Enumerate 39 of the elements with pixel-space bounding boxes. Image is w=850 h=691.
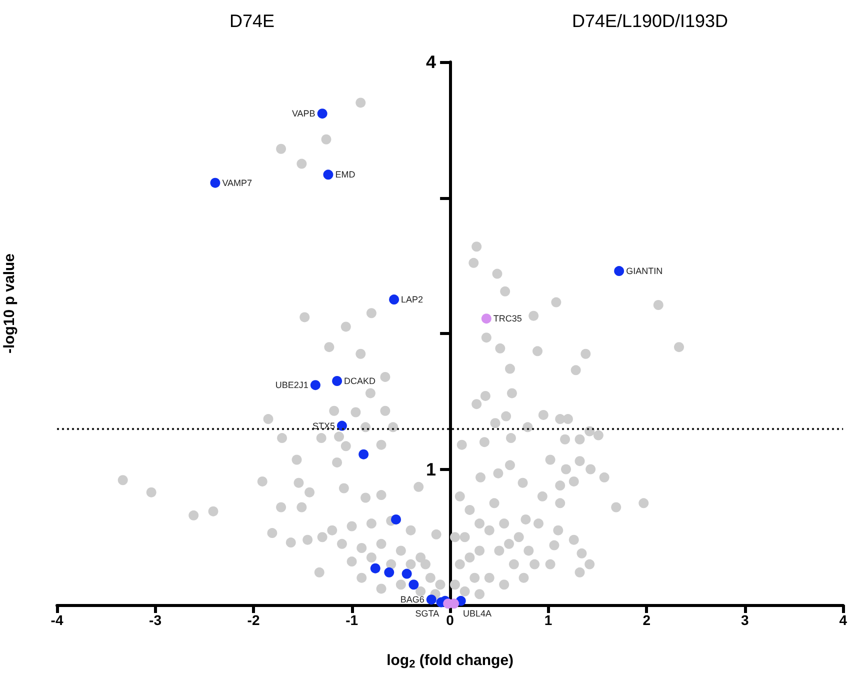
annotation: DCAKD	[344, 376, 376, 386]
point	[317, 108, 328, 119]
x-tick-label: 0	[446, 612, 454, 628]
point	[323, 170, 334, 180]
text: D74E/L190D/I193D	[572, 11, 728, 31]
point	[481, 314, 492, 324]
point	[426, 594, 436, 605]
x-tick-label: -1	[346, 612, 358, 628]
annotation: TRC35	[493, 314, 522, 324]
text: D74E	[229, 11, 275, 31]
point	[358, 449, 369, 460]
point	[384, 567, 394, 578]
x-tick-label: 2	[642, 612, 651, 628]
point	[332, 376, 342, 386]
annotation: VAPB	[292, 108, 316, 119]
annotation: EMD	[335, 170, 356, 180]
point	[210, 178, 220, 188]
point	[614, 266, 624, 276]
x-tick-label: -4	[50, 612, 64, 628]
annotation: GIANTIN	[626, 266, 663, 276]
x-tick-label: -2	[247, 612, 260, 628]
x-tick-label: 4	[839, 612, 848, 628]
point	[336, 420, 347, 431]
y-axis-title: -log10 p value	[1, 253, 18, 354]
x-tick-label: -3	[149, 612, 162, 628]
point	[389, 294, 400, 305]
point	[370, 563, 380, 574]
annotation: VAMP7	[222, 178, 252, 188]
annotation: UBE2J1	[275, 380, 308, 390]
x-tick-label: 1	[544, 612, 552, 628]
annotation: BAG6	[400, 594, 424, 605]
x-tick-label: 3	[740, 612, 749, 628]
annotation: LAP2	[401, 294, 424, 305]
point	[402, 568, 412, 579]
point	[391, 514, 402, 524]
annotation: UBL4A	[462, 608, 492, 619]
point	[310, 380, 320, 390]
point	[408, 580, 419, 590]
annotation: SGTA	[415, 608, 440, 619]
